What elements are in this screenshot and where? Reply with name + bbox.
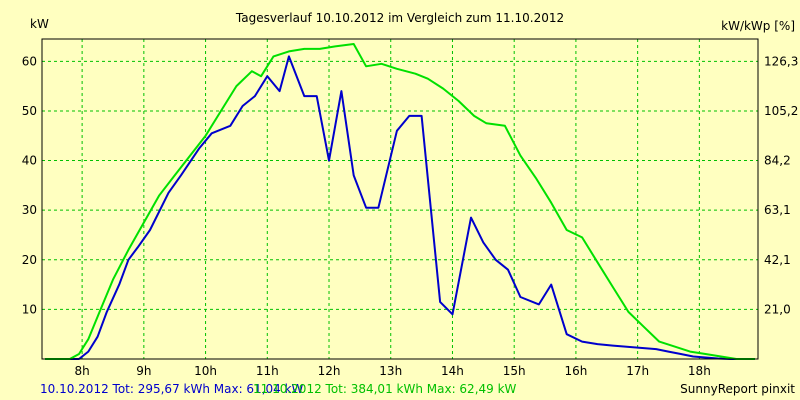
footer-stats-series-2: 11.10.2012 Tot: 384,01 kWh Max: 62,49 kW [253, 382, 517, 396]
grid [42, 39, 758, 359]
axis-ticks: 8h 9h 10h 11h 12h 13h 14h 15h 16h 17h 18h 10 20 30 40 5… [22, 54, 799, 378]
x-tick-label: 15h [503, 364, 526, 378]
y-tick-label-right: 42,1 [764, 253, 791, 267]
series-group [45, 43, 755, 360]
series-line-1 [45, 55, 755, 360]
x-tick-label: 10h [194, 364, 217, 378]
chart-title: Tagesverlauf 10.10.2012 im Vergleich zum… [235, 11, 564, 25]
x-tick-label: 17h [626, 364, 649, 378]
plot-frame [41, 38, 759, 360]
y-tick-label-right: 126,3 [764, 54, 798, 68]
y-tick-label-left: 10 [22, 302, 37, 316]
footer-credit: SunnyReport pinxit [680, 382, 795, 396]
x-tick-label: 13h [379, 364, 402, 378]
y-tick-label-right: 21,0 [764, 302, 791, 316]
y-axis-left-label: kW [30, 17, 49, 31]
y-tick-label-left: 50 [22, 104, 37, 118]
x-tick-label: 8h [74, 364, 89, 378]
y-tick-label-right: 84,2 [764, 154, 791, 168]
x-tick-label: 14h [441, 364, 464, 378]
footer-stats-series-1: 10.10.2012 Tot: 295,67 kWh Max: 61,04 kW [40, 382, 304, 396]
y-axis-right-label: kW/kWp [%] [721, 19, 795, 33]
y-tick-label-right: 105,2 [764, 104, 798, 118]
x-tick-label: 18h [688, 364, 711, 378]
y-tick-label-right: 63,1 [764, 203, 791, 217]
x-tick-label: 12h [318, 364, 341, 378]
x-tick-label: 11h [256, 364, 279, 378]
y-tick-label-left: 40 [22, 154, 37, 168]
y-tick-label-left: 20 [22, 253, 37, 267]
series-line-2 [45, 43, 755, 360]
x-tick-label: 16h [564, 364, 587, 378]
y-tick-label-left: 30 [22, 203, 37, 217]
x-tick-label: 9h [136, 364, 151, 378]
y-tick-label-left: 60 [22, 54, 37, 68]
